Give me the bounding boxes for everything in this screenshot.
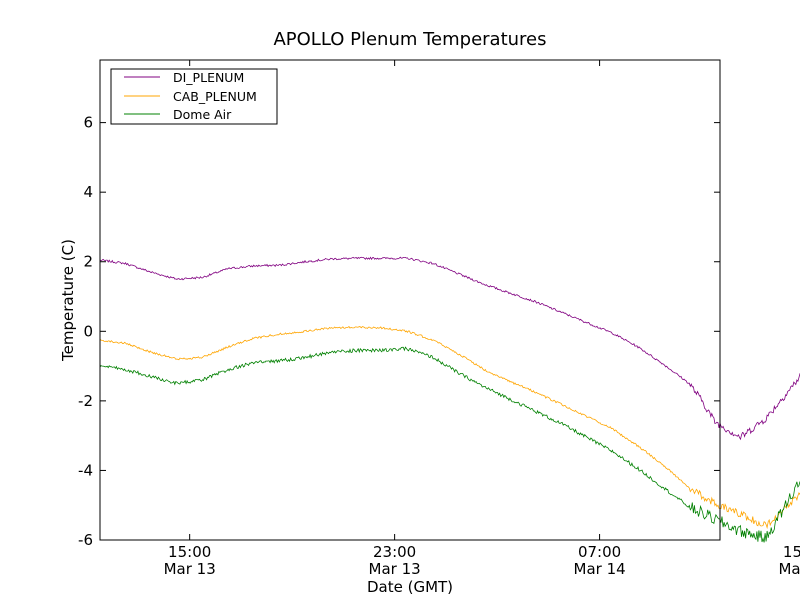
x-tick-date-label: Mar 14 (574, 560, 626, 578)
x-tick-time-label: 15:00 (783, 543, 800, 561)
x-tick-time-label: 15:00 (168, 543, 211, 561)
y-tick-label: 4 (83, 183, 93, 201)
x-tick-time-label: 23:00 (373, 543, 416, 561)
plot-frame (99, 59, 721, 541)
y-tick-label: 0 (83, 322, 93, 340)
y-tick-label: -2 (78, 392, 93, 410)
legend-label-dome-air: Dome Air (173, 107, 232, 122)
x-tick-date-label: Mar 14 (778, 560, 800, 578)
series-line-di-plenum (99, 256, 800, 441)
x-axis-label: Date (GMT) (367, 578, 453, 596)
legend-label-di-plenum: DI_PLENUM (173, 70, 244, 85)
x-tick-time-label: 07:00 (578, 543, 621, 561)
y-axis-label: Temperature (C) (59, 239, 77, 362)
series-layer (99, 256, 800, 543)
legend: DI_PLENUM CAB_PLENUM Dome Air (110, 68, 278, 125)
chart-title: APOLLO Plenum Temperatures (273, 29, 546, 50)
x-tick-date-label: Mar 13 (164, 560, 216, 578)
legend-label-cab-plenum: CAB_PLENUM (173, 89, 257, 104)
y-tick-label: -6 (78, 531, 93, 549)
y-tick-label: 6 (83, 114, 93, 132)
series-line-cab-plenum (99, 326, 800, 530)
x-tick-date-label: Mar 13 (369, 560, 421, 578)
series-line-dome-air (99, 346, 800, 543)
y-tick-label: 2 (83, 253, 93, 271)
y-tick-label: -4 (78, 461, 93, 479)
